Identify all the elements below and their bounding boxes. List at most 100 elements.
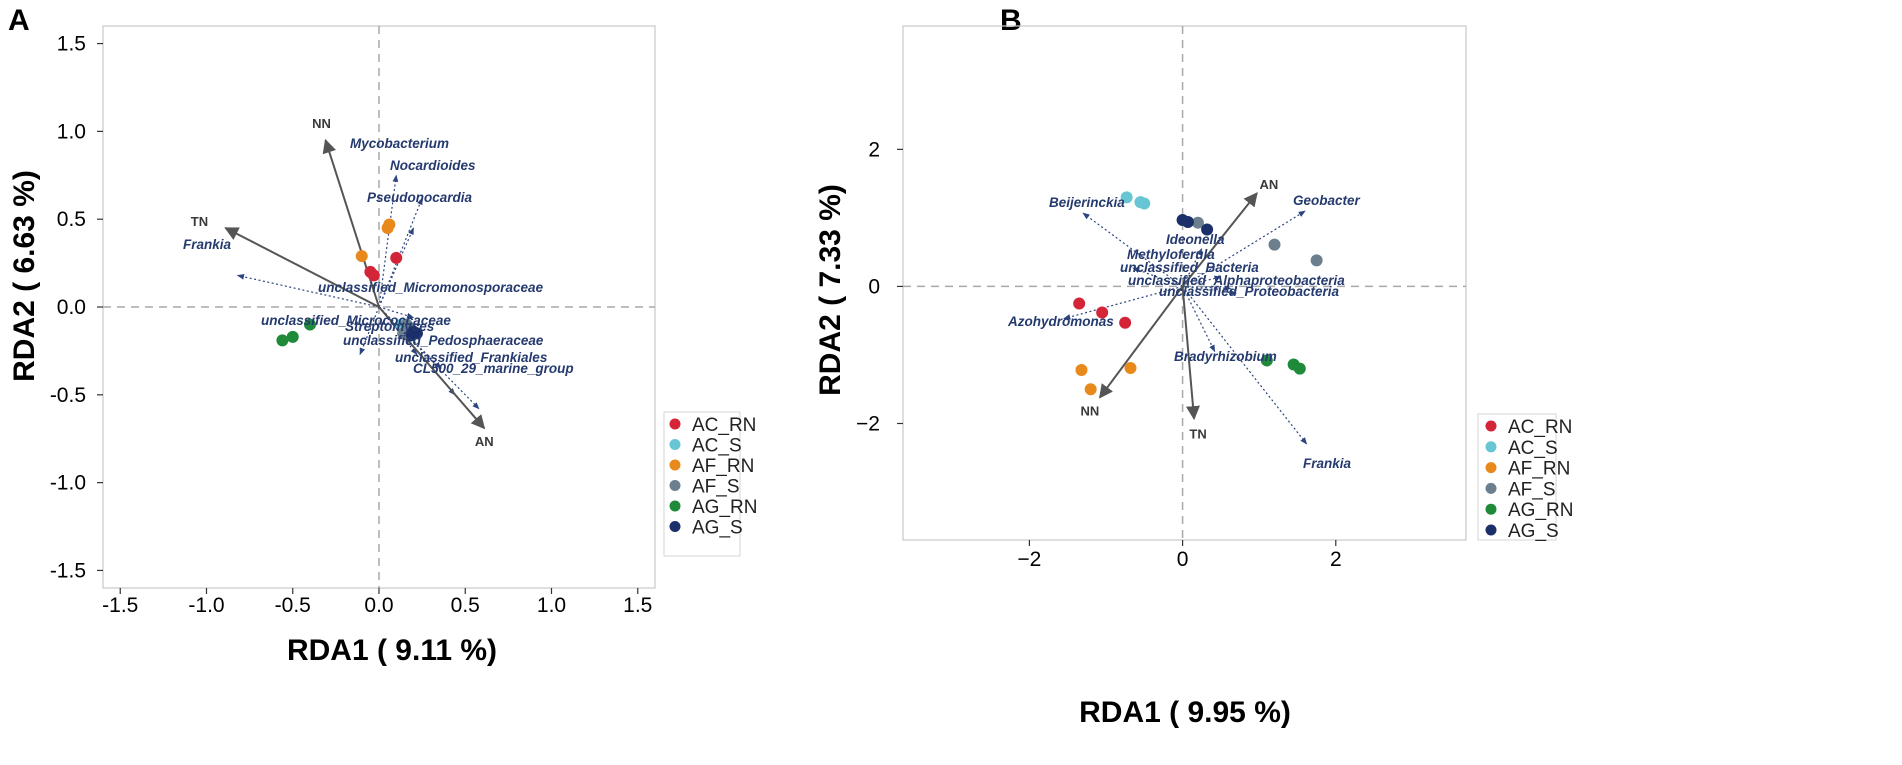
taxon-label-frankia: Frankia <box>183 237 232 252</box>
x-tick-label: 1.5 <box>623 594 652 617</box>
point-ac-rn <box>390 251 403 264</box>
y-tick-label: 1.5 <box>57 33 86 56</box>
legend-marker-ac-rn <box>1485 420 1497 432</box>
legend-label-ac-rn: AC_RN <box>1508 417 1572 438</box>
taxon-label-geobacter: Geobacter <box>1293 193 1361 208</box>
point-ag-rn <box>1293 362 1306 375</box>
env-label-an: AN <box>1259 177 1278 192</box>
legend-label-ac-s: AC_S <box>1508 438 1558 459</box>
taxon-label-streptomyces: Streptomyces <box>345 319 435 334</box>
point-af-s <box>1191 216 1204 229</box>
taxon-arrow-geobacter <box>1182 210 1306 287</box>
x-tick-label: -1.5 <box>102 594 138 617</box>
taxon-arrow-frankia <box>1182 286 1308 445</box>
taxon-arrow-unclassified-bacteria <box>1182 275 1222 288</box>
y-tick-label: -0.5 <box>50 384 86 407</box>
x-axis-title: RDA1 ( 9.11 %) <box>287 634 497 667</box>
taxon-label-frankia: Frankia <box>1303 456 1352 471</box>
point-ag-rn <box>304 318 316 331</box>
point-af-rn <box>1075 364 1088 377</box>
y-axis-title: RDA2 ( 6.63 %) <box>8 170 41 382</box>
legend-label-af-s: AF_S <box>1508 479 1556 500</box>
y-tick-label: 0 <box>868 275 880 298</box>
taxon-arrow-bradyrhizobium <box>1182 286 1216 353</box>
env-arrow-nn <box>1099 285 1184 399</box>
legend-label-af-s: AF_S <box>692 477 740 498</box>
legend-marker-ac-s <box>1485 441 1497 453</box>
point-ag-s <box>1201 223 1214 236</box>
taxon-label-methyloferula: Methyloferula <box>1127 247 1215 262</box>
taxon-label-mycobacterium: Mycobacterium <box>350 136 449 151</box>
point-ac-rn <box>367 269 380 282</box>
legend-marker-af-rn <box>669 459 681 471</box>
x-tick-label: 0 <box>1177 548 1189 571</box>
y-tick-label: 0.0 <box>57 296 86 319</box>
y-tick-label: 1.0 <box>57 120 86 143</box>
point-ac-s <box>1120 191 1133 204</box>
taxon-arrow-frankia <box>236 273 380 308</box>
legend-label-ac-rn: AC_RN <box>692 415 756 436</box>
legend-label-ag-s: AG_S <box>1508 521 1559 542</box>
rda-plot-b: −2 0 2 −2 0 2 RDA1 ( 9.95 %) RDA2 ( 7.33 %) AN NN… <box>814 25 1573 729</box>
env-label-an: AN <box>475 434 494 449</box>
point-ac-rn <box>1073 297 1086 310</box>
legend-marker-ag-s <box>1485 524 1497 536</box>
env-label-tn: TN <box>191 214 208 229</box>
point-ag-s <box>405 329 418 342</box>
legend-marker-af-rn <box>1485 462 1497 474</box>
x-tick-label: 1.0 <box>537 594 566 617</box>
point-ac-rn <box>1096 306 1109 319</box>
env-label-nn: NN <box>312 116 331 131</box>
taxon-label-ideonella: Ideonella <box>1166 232 1225 247</box>
legend-marker-ag-s <box>669 521 681 532</box>
taxon-label-unclassified-micrococcaceae: unclassified_Micrococcaceae <box>261 313 451 328</box>
legend-box <box>1477 413 1557 541</box>
y-tick-label: −2 <box>856 412 880 435</box>
legend-label-ag-rn: AG_RN <box>692 497 757 518</box>
legend-marker-ag-rn <box>1485 503 1497 515</box>
taxon-label-cl500-29-marine-group: CL500_29_marine_group <box>413 361 574 376</box>
env-arrow-an <box>1181 192 1258 288</box>
plot-frame <box>902 25 1467 541</box>
taxon-arrow-nocardioides <box>378 197 423 308</box>
point-af-s <box>1268 238 1281 251</box>
env-label-nn: NN <box>1080 403 1099 418</box>
panel-label-a: A <box>8 4 30 37</box>
taxon-label-pseudonocardia: Pseudonocardia <box>367 190 473 205</box>
point-ag-rn <box>286 330 299 343</box>
taxon-arrow-unclassified-proteobacteria <box>1182 285 1237 296</box>
taxon-label-unclassified-micromonosporaceae: unclassified_Micromonosporaceae <box>318 280 544 295</box>
y-tick-label: -1.5 <box>50 559 86 582</box>
legend-marker-af-s <box>1485 482 1497 494</box>
point-ag-s <box>1181 216 1194 229</box>
x-tick-label: −2 <box>1017 548 1041 571</box>
taxon-label-azohydromonas: Azohydromonas <box>1007 314 1114 329</box>
legend-marker-ac-rn <box>669 418 681 430</box>
x-tick-label: 2 <box>1330 548 1342 571</box>
env-arrow-tn <box>224 227 380 308</box>
point-af-rn <box>383 218 396 231</box>
y-tick-label: 2 <box>868 138 880 161</box>
y-axis-title: RDA2 ( 7.33 %) <box>814 184 847 396</box>
taxon-label-unclassified-proteobacteria: unclassified_Proteobacteria <box>1159 284 1340 299</box>
taxon-label-unclassified-bacteria: unclassified_Bacteria <box>1120 260 1259 275</box>
y-tick-label: -1.0 <box>50 472 86 495</box>
x-axis-title: RDA1 ( 9.95 %) <box>1079 696 1291 729</box>
rda-plot-a: -1.5 -1.0 -0.5 0.0 0.5 1.0 1.5 -1.5 -1.0 -0.5 0.0 0… <box>8 25 757 667</box>
taxon-label-bradyrhizobium: Bradyrhizobium <box>1174 349 1277 364</box>
legend-label-ac-s: AC_S <box>692 436 742 457</box>
x-tick-label: 0.0 <box>364 594 393 617</box>
legend-marker-af-s <box>669 480 681 491</box>
point-ac-s <box>1138 197 1151 210</box>
legend-marker-ac-s <box>669 439 681 450</box>
env-arrow-tn <box>1181 286 1200 421</box>
taxon-label-nocardioides: Nocardioides <box>390 158 476 173</box>
x-tick-label: -0.5 <box>275 594 311 617</box>
taxon-label-unclassified-alphaproteobacteria: unclassified_Alphaproteobacteria <box>1128 273 1345 288</box>
legend-marker-ag-rn <box>669 500 681 512</box>
point-ag-rn <box>1260 354 1273 367</box>
taxon-label-beijerinckia: Beijerinckia <box>1049 195 1125 210</box>
panel-label-b: B <box>1000 4 1022 37</box>
